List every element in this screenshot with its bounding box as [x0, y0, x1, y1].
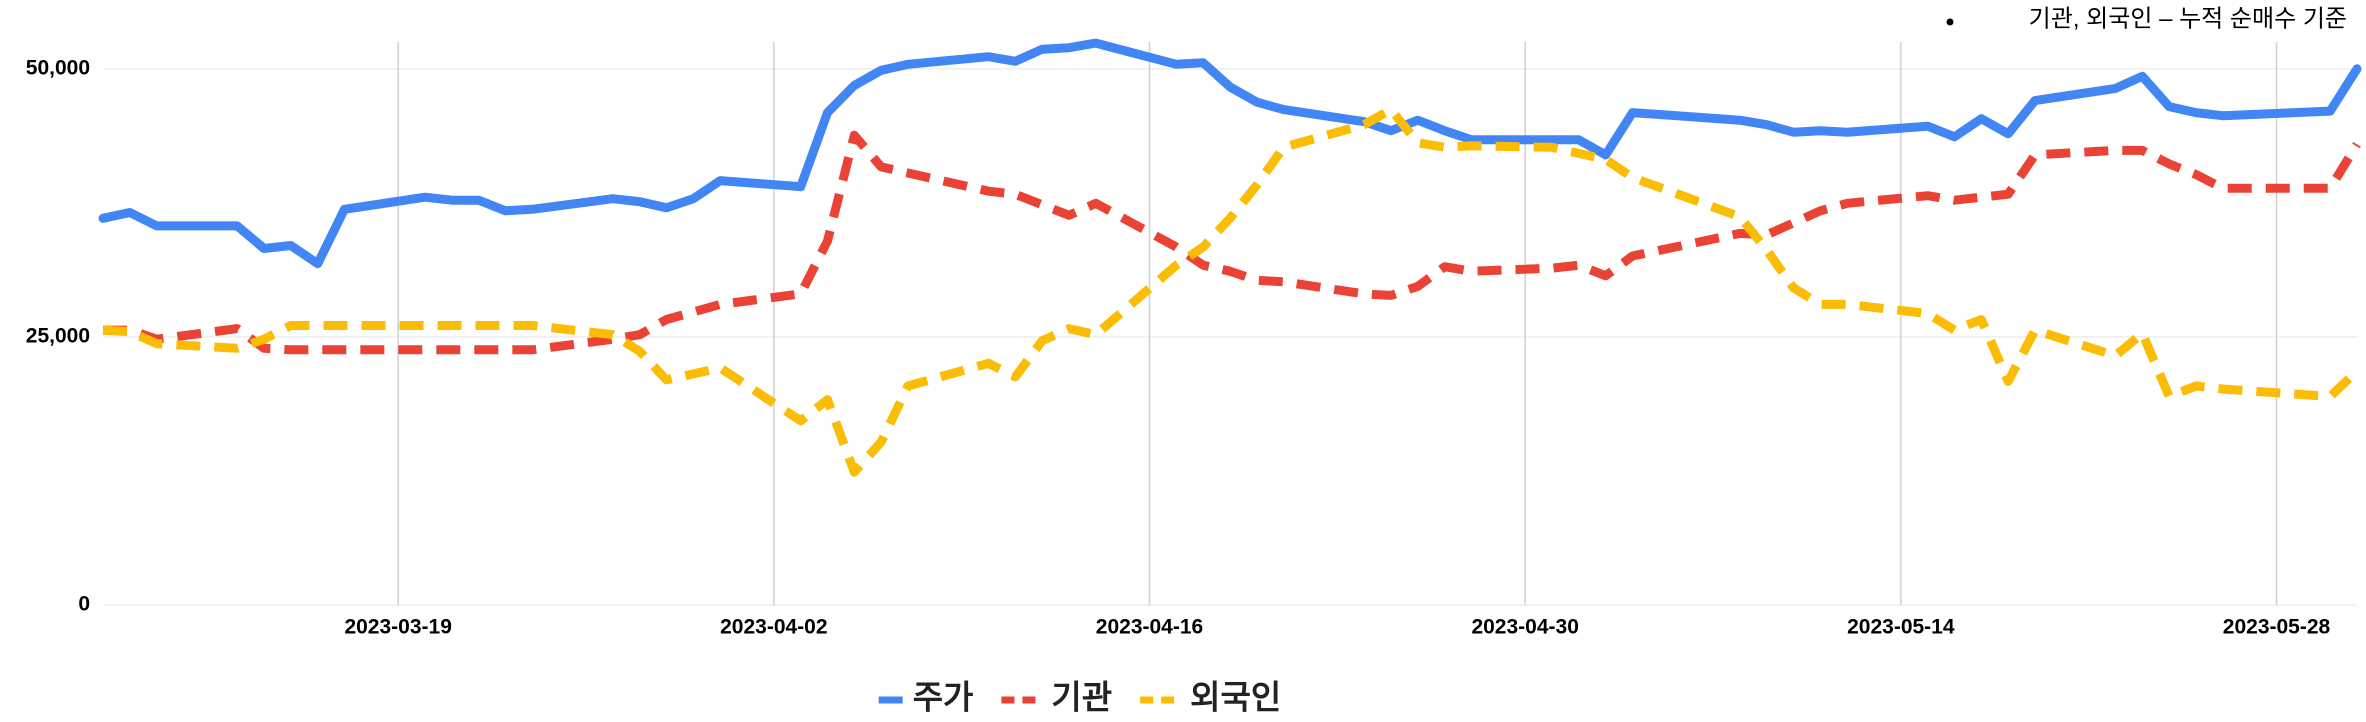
x-tick-label: 2023-04-02 [720, 616, 827, 639]
legend-label: 외국인 [1190, 679, 1281, 716]
title-bullet [1946, 18, 1954, 26]
x-tick-label: 2023-05-28 [2223, 616, 2331, 639]
x-tick-label: 2023-04-16 [1096, 616, 1203, 639]
x-tick-label: 2023-05-14 [1847, 616, 1955, 639]
chart-title: 기관, 외국인 – 누적 순매수 기준 [2029, 5, 2347, 32]
series-line [102, 105, 2361, 477]
series-line [98, 38, 2362, 269]
y-tick-label: 0 [78, 593, 90, 616]
y-tick-label: 50,000 [26, 56, 90, 79]
series-line [103, 130, 2361, 355]
x-tick-label: 2023-04-30 [1471, 616, 1578, 639]
legend-label: 주가 [913, 679, 974, 716]
y-tick-label: 25,000 [26, 324, 90, 347]
legend-label: 기관 [1051, 679, 1112, 716]
x-tick-label: 2023-03-19 [344, 616, 451, 639]
legend: 주가 기관 외국인 [878, 679, 1281, 716]
